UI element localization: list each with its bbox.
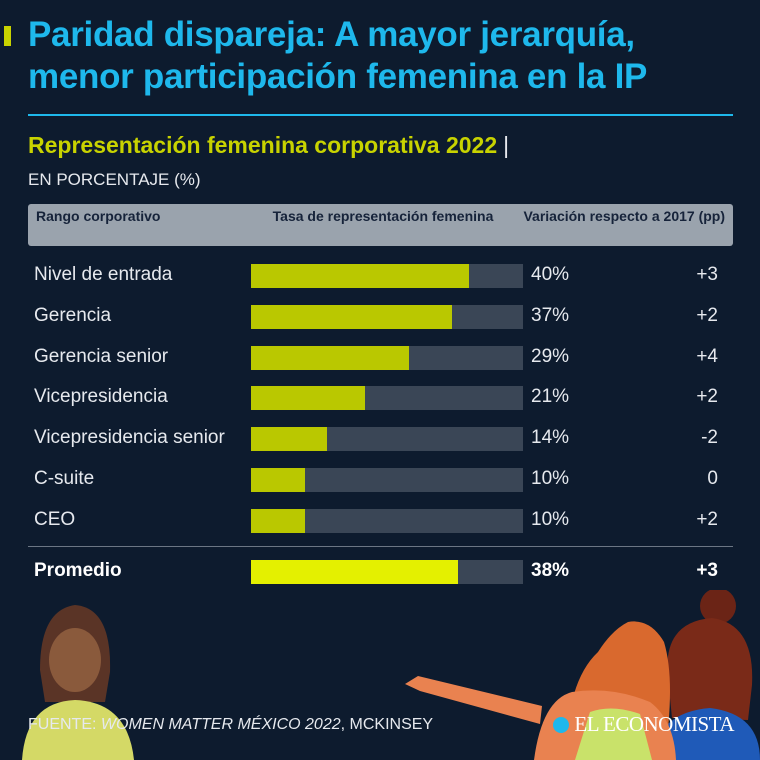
bar-track [251, 304, 523, 329]
table-header: Rango corporativo Tasa de representación… [28, 204, 733, 246]
right-woman-figure [650, 590, 760, 760]
variation-label: -2 [701, 427, 718, 449]
bar-track [251, 427, 523, 452]
bar-row-6: CEO 10% +2 [0, 501, 760, 541]
header-variation: Variación respecto a 2017 (pp) [523, 208, 725, 224]
value-label: 10% [531, 468, 570, 489]
variation-label: +2 [696, 304, 718, 326]
average-divider [28, 546, 733, 547]
bar-track [251, 345, 523, 370]
accent-bar [4, 26, 11, 46]
average-bar [251, 560, 458, 584]
bar-row-1: Gerencia 37% +2 [0, 297, 760, 337]
value-label: 29% [531, 345, 570, 367]
category-label: C-suite [34, 468, 95, 489]
chart-unit: EN PORCENTAJE (%) [28, 170, 201, 189]
category-label: Gerencia senior [34, 345, 169, 367]
average-variation-label: +3 [696, 560, 718, 581]
variation-label: +4 [696, 345, 718, 367]
bar-row-2: Gerencia senior 29% +4 [0, 338, 760, 378]
publisher-logo: EL ECONOMISTA [553, 712, 734, 737]
logo-mark-icon [553, 716, 570, 733]
value-label: 40% [531, 264, 570, 285]
variation-label: +2 [696, 386, 718, 408]
value-label: 10% [531, 508, 570, 530]
category-label: CEO [34, 508, 76, 530]
category-label: Nivel de entrada [34, 264, 173, 285]
category-label: Gerencia [34, 304, 112, 326]
variation-label: 0 [707, 468, 718, 489]
source-note: FUENTE: WOMEN MATTER MÉXICO 2022, MCKINS… [28, 716, 434, 733]
title-separator: | [503, 132, 510, 158]
header-rank: Rango corporativo [36, 208, 161, 224]
value-label: 14% [531, 427, 570, 449]
left-woman-figure [22, 605, 134, 760]
chart-title-text: Representación femenina corporativa 2022 [28, 132, 498, 158]
center-woman-figure [405, 621, 676, 760]
bar-track [251, 468, 523, 492]
variation-label: +2 [696, 508, 718, 530]
bar [251, 304, 453, 329]
category-label: Vicepresidencia [34, 386, 168, 408]
value-label: 21% [531, 386, 570, 408]
average-label: Promedio [34, 560, 122, 581]
bar [251, 264, 469, 288]
value-label: 37% [531, 304, 570, 326]
variation-label: +3 [696, 264, 718, 285]
headline-rule [28, 114, 733, 116]
bar-row-3: Vicepresidencia 21% +2 [0, 378, 760, 418]
bar [251, 386, 366, 411]
bar-track [251, 386, 523, 411]
bar [251, 427, 328, 452]
bar-track [251, 508, 523, 533]
average-row: Promedio 38% +3 [0, 552, 760, 592]
women-illustration [22, 590, 760, 760]
bar-row-0: Nivel de entrada 40% +3 [0, 256, 760, 296]
bar [251, 345, 409, 370]
bar-track [251, 264, 523, 288]
average-value-label: 38% [531, 560, 570, 581]
bar-track [251, 560, 523, 584]
bar [251, 468, 306, 492]
bar-row-5: C-suite 10% 0 [0, 460, 760, 500]
bar-row-4: Vicepresidencia senior 14% -2 [0, 419, 760, 459]
category-label: Vicepresidencia senior [34, 427, 225, 449]
chart-title: Representación femenina corporativa 2022… [28, 132, 509, 159]
headline: Paridad dispareja: A mayor jerarquía, me… [28, 15, 648, 96]
bar [251, 508, 306, 533]
header-rate: Tasa de representación femenina [272, 208, 494, 224]
